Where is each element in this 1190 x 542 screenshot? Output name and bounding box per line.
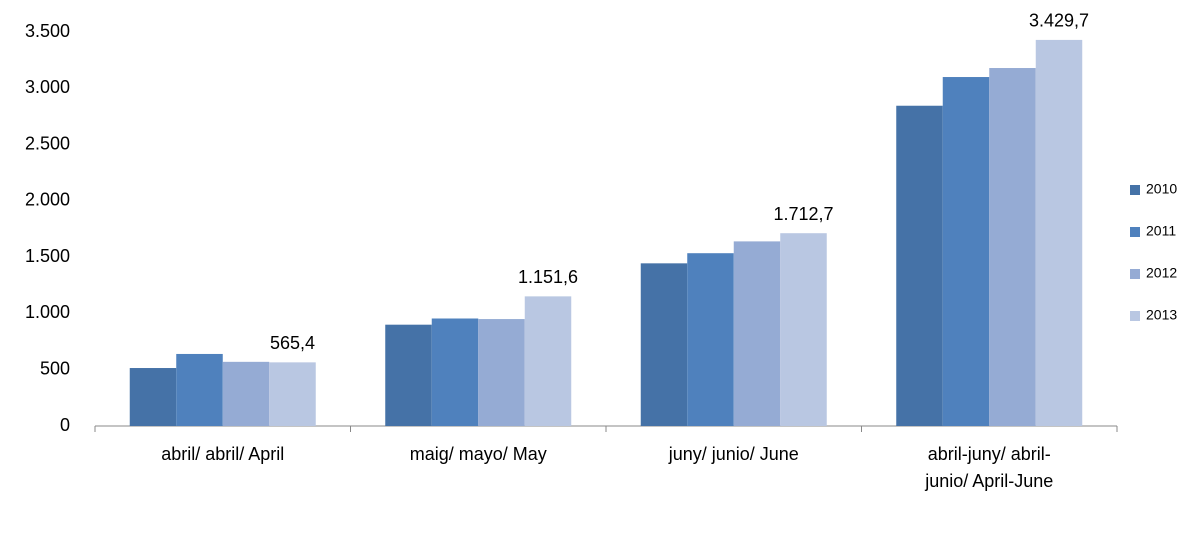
bar xyxy=(989,68,1036,426)
bar xyxy=(478,319,525,426)
bar xyxy=(640,263,688,426)
y-tick-label: 1.500 xyxy=(25,246,70,266)
legend-swatch xyxy=(1130,185,1140,195)
data-label: 1.151,6 xyxy=(518,267,578,287)
data-label: 1.712,7 xyxy=(773,204,833,224)
bar xyxy=(733,241,781,426)
bar xyxy=(431,318,479,426)
bar xyxy=(176,353,223,426)
y-tick-label: 1.000 xyxy=(25,302,70,322)
legend-swatch xyxy=(1130,311,1140,321)
x-tick-label: juny/ junio/ June xyxy=(668,444,799,464)
legend-label: 2011 xyxy=(1146,223,1176,239)
legend-label: 2013 xyxy=(1146,307,1177,323)
y-tick-label: 2.500 xyxy=(25,133,70,153)
bar xyxy=(780,233,827,426)
x-tick-label: abril-juny/ abril-junio/ April-June xyxy=(925,444,1054,491)
bar xyxy=(687,253,734,426)
legend-swatch xyxy=(1130,227,1140,237)
bar xyxy=(1035,39,1083,427)
bar xyxy=(524,296,572,426)
legend-label: 2012 xyxy=(1146,265,1177,281)
y-tick-label: 3.000 xyxy=(25,77,70,97)
bar xyxy=(896,105,943,426)
x-tick-label: maig/ mayo/ May xyxy=(409,444,547,464)
bar xyxy=(129,368,177,426)
bar xyxy=(942,77,990,427)
data-label: 3.429,7 xyxy=(1029,11,1089,31)
x-tick-label: abril/ abril/ April xyxy=(161,444,285,464)
y-tick-label: 500 xyxy=(40,358,70,378)
y-tick-label: 2.000 xyxy=(25,190,70,210)
legend-swatch xyxy=(1130,269,1140,279)
y-tick-label: 3.500 xyxy=(25,21,70,41)
bar xyxy=(385,324,432,426)
legend-label: 2010 xyxy=(1146,181,1177,197)
bar xyxy=(269,362,316,426)
y-tick-label: 0 xyxy=(60,415,70,435)
data-label: 565,4 xyxy=(270,333,315,353)
bar xyxy=(222,361,270,426)
